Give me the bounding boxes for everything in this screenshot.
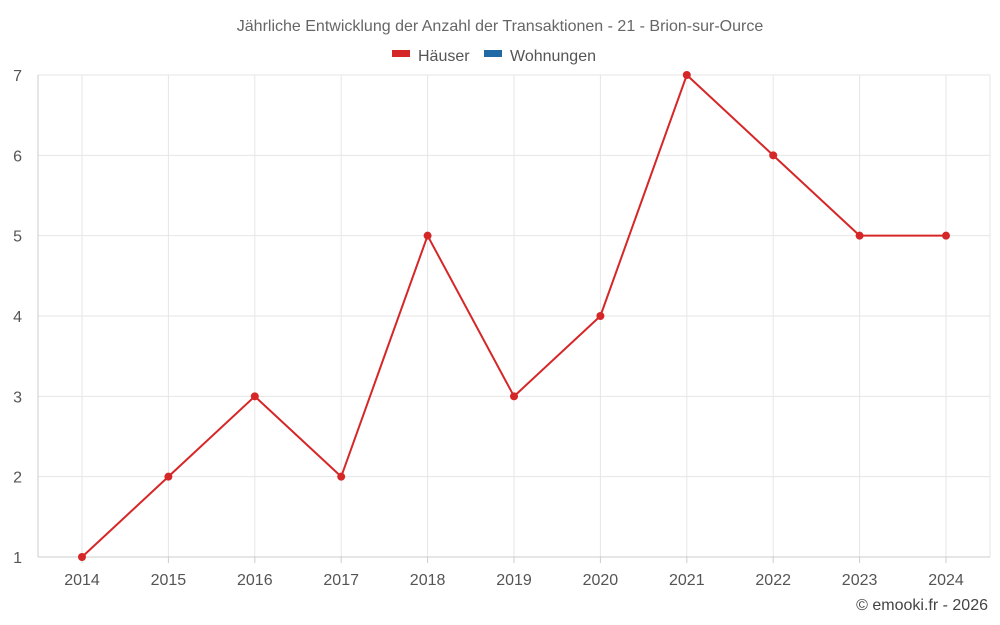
x-tick-label: 2018 — [410, 572, 446, 589]
x-tick-label: 2023 — [842, 572, 878, 589]
y-tick-label: 1 — [13, 550, 22, 567]
y-tick-label: 5 — [13, 229, 22, 246]
x-tick-label: 2022 — [755, 572, 791, 589]
x-tick-label: 2020 — [583, 572, 619, 589]
data-point[interactable] — [423, 231, 432, 240]
legend-label-haeuser: Häuser — [418, 48, 470, 65]
data-points — [78, 71, 950, 561]
y-tick-label: 6 — [13, 148, 22, 165]
data-point[interactable] — [596, 312, 605, 320]
x-tick-label: 2015 — [151, 572, 187, 589]
credit-text: © emooki.fr - 2026 — [856, 597, 988, 614]
gridlines — [38, 74, 991, 557]
x-tick-label: 2016 — [237, 572, 273, 589]
axes: 1 2 3 4 5 6 7 2014 2015 2016 2017 2018 2019 2020 2021 2… — [13, 68, 990, 589]
data-point[interactable] — [164, 472, 173, 481]
x-tick-label: 2014 — [64, 572, 100, 589]
data-point[interactable] — [78, 553, 86, 561]
y-tick-label: 2 — [13, 470, 22, 487]
legend-swatch-wohnungen — [484, 50, 502, 57]
chart-title: Jährliche Entwicklung der Anzahl der Tra… — [237, 18, 764, 35]
legend-swatch-haeuser — [392, 50, 410, 57]
data-point[interactable] — [337, 472, 346, 481]
x-tick-label: 2019 — [496, 572, 532, 589]
data-point[interactable] — [769, 151, 778, 160]
y-tick-label: 7 — [13, 68, 22, 85]
x-tick-label: 2017 — [323, 572, 359, 589]
x-tick-label: 2024 — [928, 572, 964, 589]
legend-label-wohnungen: Wohnungen — [510, 48, 596, 65]
data-point[interactable] — [942, 231, 950, 240]
legend: Häuser Wohnungen — [392, 48, 596, 65]
data-point[interactable] — [510, 392, 518, 401]
x-tick-label: 2021 — [669, 572, 705, 589]
data-point[interactable] — [682, 71, 691, 79]
data-point[interactable] — [855, 231, 864, 240]
y-tick-label: 3 — [13, 389, 22, 406]
data-point[interactable] — [250, 392, 259, 401]
y-tick-label: 4 — [13, 309, 22, 326]
